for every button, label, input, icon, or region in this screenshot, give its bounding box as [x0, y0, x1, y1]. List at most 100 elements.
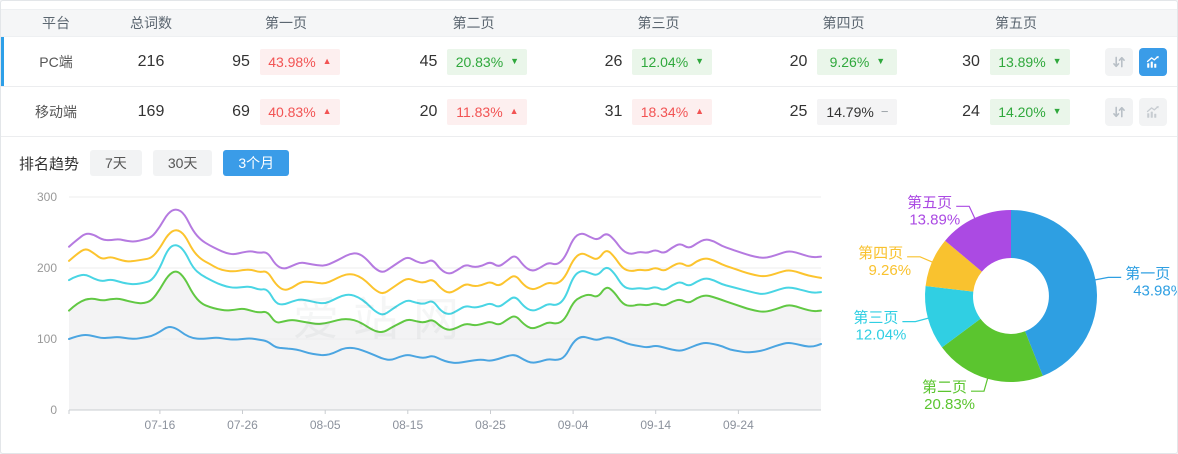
donut-slice-第三页[interactable] — [925, 286, 981, 348]
donut-label: 第五页 — [907, 193, 952, 211]
change-percent: 14.79% — [826, 103, 874, 120]
column-header: 第一页 — [265, 15, 307, 31]
change-percent: 43.98% — [268, 53, 316, 70]
page-word-count: 20 — [789, 52, 808, 70]
page-word-count: 25 — [789, 102, 808, 120]
page-word-count: 26 — [604, 52, 623, 70]
table-row[interactable]: PC端 216 95 43.98% ▲ 45 20.83% ▼ 26 12.04% ▼ 20 9.26%… — [1, 37, 1177, 87]
page-word-count: 69 — [232, 102, 250, 120]
page-word-count: 30 — [962, 52, 980, 70]
donut-label: 第二页 — [922, 378, 967, 396]
page-word-count: 24 — [962, 102, 980, 120]
page-cell: 25 14.79% − — [751, 98, 936, 125]
page-word-count: 20 — [419, 102, 438, 120]
change-percent: 11.83% — [456, 103, 503, 120]
donut-slice-第五页[interactable] — [945, 210, 1011, 272]
table-body: PC端 216 95 43.98% ▲ 45 20.83% ▼ 26 12.04% ▼ 20 9.26%… — [1, 37, 1177, 137]
change-badge: 20.83% ▼ — [447, 48, 528, 75]
change-badge: 14.20% ▼ — [989, 98, 1070, 125]
donut-value-label: 13.89% — [909, 211, 960, 228]
page-cell: 45 20.83% ▼ — [381, 48, 566, 75]
page-cell: 95 43.98% ▲ — [191, 48, 381, 75]
svg-text:09-04: 09-04 — [558, 418, 589, 432]
svg-text:0: 0 — [50, 403, 57, 417]
down-arrow-icon: ▼ — [1052, 106, 1062, 116]
active-row-indicator — [1, 87, 4, 136]
change-badge: 9.26% ▼ — [817, 48, 898, 75]
trend-chart-button[interactable] — [1139, 47, 1167, 76]
compare-button[interactable] — [1105, 97, 1133, 126]
row-actions — [1096, 97, 1177, 126]
column-header: 第四页 — [822, 15, 865, 31]
column-header: 平台 — [42, 15, 70, 31]
page-cell: 26 12.04% ▼ — [566, 48, 751, 75]
up-arrow-icon: ▲ — [322, 106, 332, 116]
change-percent: 12.04% — [640, 53, 689, 70]
page-cell: 20 9.26% ▼ — [751, 48, 936, 75]
change-percent: 9.26% — [829, 53, 870, 70]
donut-value-label: 43.98% — [1133, 282, 1178, 299]
svg-text:09-24: 09-24 — [723, 418, 754, 432]
trend-title: 排名趋势 — [19, 155, 80, 173]
up-arrow-icon: ▲ — [509, 106, 519, 116]
svg-text:300: 300 — [37, 190, 57, 204]
column-header: 第三页 — [637, 15, 680, 31]
page-cell: 69 40.83% ▲ — [191, 98, 381, 125]
page-cell: 30 13.89% ▼ — [936, 48, 1096, 75]
donut-slice-第二页[interactable] — [942, 318, 1043, 383]
trend-tab-30天[interactable]: 30天 — [152, 150, 213, 176]
column-header: 总词数 — [130, 15, 172, 31]
table-header: 平台 总词数 第一页 第二页 第三页 第四页 第五页 — [1, 9, 1177, 37]
svg-text:100: 100 — [37, 332, 57, 346]
trend-line-chart: 0 100 200 300 07-16 07-26 08-05 08-15 08-25 09-04… — [37, 190, 822, 432]
svg-text:200: 200 — [37, 261, 57, 275]
trend-chart-button[interactable] — [1139, 97, 1167, 126]
svg-text:09-14: 09-14 — [640, 418, 671, 432]
donut-label: 第一页 — [1125, 264, 1170, 282]
svg-text:08-05: 08-05 — [310, 418, 341, 432]
page-cell: 24 14.20% ▼ — [936, 98, 1096, 125]
change-percent: 40.83% — [268, 103, 316, 120]
page-cell: 31 18.34% ▲ — [566, 98, 751, 125]
donut-slice-第四页[interactable] — [925, 240, 982, 292]
change-badge: 14.79% − — [817, 98, 898, 125]
trend-tabs: 7天 30天 3个月 — [79, 150, 290, 176]
change-badge: 11.83% ▲ — [447, 98, 528, 125]
charts-section: 排名趋势 7天 30天 3个月 0 100 200 300 07-16 07-26 08-05 0… — [1, 137, 1178, 453]
change-badge: 43.98% ▲ — [259, 48, 340, 75]
trend-tab-3个月[interactable]: 3个月 — [223, 150, 290, 176]
compare-button[interactable] — [1105, 47, 1133, 76]
table-row[interactable]: 移动端 169 69 40.83% ▲ 20 11.83% ▲ 31 18.34% ▲ 25 14.79… — [1, 87, 1177, 137]
total-words-cell: 169 — [137, 102, 165, 120]
donut-value-label: 20.83% — [924, 396, 975, 413]
change-badge: 40.83% ▲ — [259, 98, 340, 125]
trend-tab-7天[interactable]: 7天 — [90, 150, 142, 176]
down-arrow-icon: ▼ — [510, 56, 520, 66]
svg-text:08-25: 08-25 — [475, 418, 506, 432]
down-arrow-icon: ▼ — [876, 56, 886, 66]
down-arrow-icon: ▼ — [1052, 56, 1062, 66]
change-badge: 18.34% ▲ — [632, 98, 713, 125]
donut-label: 第三页 — [853, 309, 898, 327]
donut-value-label: 12.04% — [856, 327, 907, 344]
total-words-cell: 216 — [137, 52, 165, 70]
svg-text:07-16: 07-16 — [145, 418, 176, 432]
column-header: 第五页 — [995, 15, 1037, 31]
change-percent: 13.89% — [998, 53, 1046, 70]
up-arrow-icon: ▲ — [695, 106, 705, 116]
platform-cell: 移动端 — [35, 103, 77, 120]
donut-label: 第四页 — [858, 244, 903, 262]
change-percent: 18.34% — [640, 103, 689, 120]
platform-cell: PC端 — [39, 53, 73, 70]
page-cell: 20 11.83% ▲ — [381, 98, 566, 125]
row-actions — [1096, 47, 1177, 76]
column-header: 第二页 — [452, 15, 495, 31]
change-badge: 13.89% ▼ — [989, 48, 1070, 75]
donut-slice-第一页[interactable] — [1011, 210, 1097, 376]
svg-text:08-15: 08-15 — [392, 418, 423, 432]
page-word-count: 95 — [232, 52, 250, 70]
trend-pane: 排名趋势 7天 30天 3个月 0 100 200 300 07-16 07-26 08-05 0… — [1, 137, 831, 453]
active-row-indicator — [1, 37, 4, 86]
